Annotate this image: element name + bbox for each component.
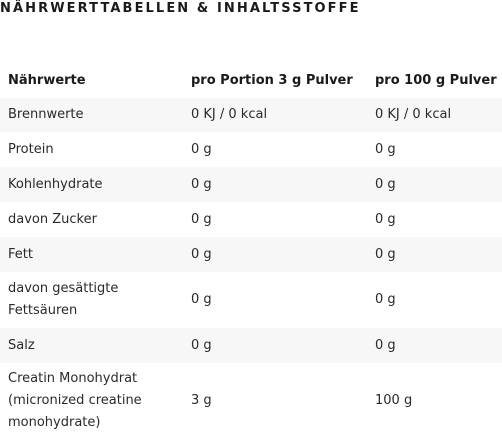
nutrient-label: Kohlenhydrate — [8, 176, 103, 192]
per-100g-value: 0 KJ / 0 kcal — [375, 107, 452, 122]
per-portion-value: 0 g — [191, 176, 212, 192]
nutrient-label: davon Zucker — [8, 211, 97, 227]
per-100g-value: 0 g — [375, 246, 396, 262]
table-row: davon Zucker 0 g 0 g — [0, 202, 502, 237]
per-portion-value: 0 g — [191, 246, 212, 262]
nutrient-label: Protein — [8, 141, 54, 157]
table-header-row: Nährwerte pro Portion 3 g Pulver pro 100… — [0, 62, 502, 98]
table-row: Creatin Monohydrat (micronized creatine … — [0, 363, 502, 438]
per-100g-value: 0 g — [375, 176, 396, 192]
nutrition-table: Nährwerte pro Portion 3 g Pulver pro 100… — [0, 62, 502, 438]
per-portion-value: 3 g — [191, 392, 212, 408]
per-portion-value: 0 g — [191, 292, 212, 307]
nutrient-label: davon gesättigte Fettsäuren — [8, 281, 119, 318]
per-portion-value: 0 KJ / 0 kcal — [191, 107, 268, 122]
per-portion-value: 0 g — [191, 337, 212, 353]
per-portion-value: 0 g — [191, 211, 212, 227]
nutrient-label: Salz — [8, 337, 35, 353]
table-row: Salz 0 g 0 g — [0, 328, 502, 363]
per-100g-value: 0 g — [375, 141, 396, 157]
table-row: Brennwerte 0 KJ / 0 kcal 0 KJ / 0 kcal — [0, 98, 502, 132]
table-row: davon gesättigte Fettsäuren 0 g 0 g — [0, 272, 502, 328]
section-heading: NÄHRWERTTABELLEN & INHALTSSTOFFE — [0, 1, 361, 16]
header-per-100g: pro 100 g Pulver — [375, 72, 497, 88]
table-row: Fett 0 g 0 g — [0, 237, 502, 272]
per-100g-value: 0 g — [375, 337, 396, 353]
per-100g-value: 0 g — [375, 211, 396, 227]
per-100g-value: 0 g — [375, 292, 396, 307]
header-nutrient: Nährwerte — [8, 72, 86, 88]
per-portion-value: 0 g — [191, 141, 212, 157]
nutrient-label: Creatin Monohydrat (micronized creatine … — [8, 370, 142, 430]
table-row: Protein 0 g 0 g — [0, 132, 502, 167]
table-row: Kohlenhydrate 0 g 0 g — [0, 167, 502, 202]
nutrient-label: Brennwerte — [8, 107, 84, 122]
header-per-portion: pro Portion 3 g Pulver — [191, 72, 353, 88]
nutrient-label: Fett — [8, 246, 33, 262]
per-100g-value: 100 g — [375, 392, 413, 408]
